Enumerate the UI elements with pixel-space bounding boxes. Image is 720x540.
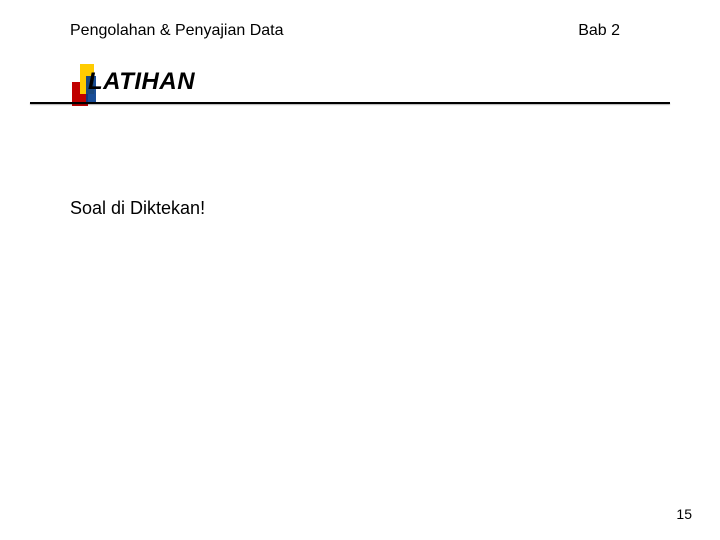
title-underline — [30, 102, 670, 104]
slide-title: LATIHAN — [88, 68, 195, 96]
body-text: Soal di Diktekan! — [70, 198, 205, 219]
header-left: Pengolahan & Penyajian Data — [70, 22, 284, 40]
header-right: Bab 2 — [578, 22, 620, 40]
page-number: 15 — [676, 506, 692, 522]
slide: Pengolahan & Penyajian Data Bab 2 LATIHA… — [0, 0, 720, 540]
title-bar: LATIHAN — [30, 64, 690, 114]
